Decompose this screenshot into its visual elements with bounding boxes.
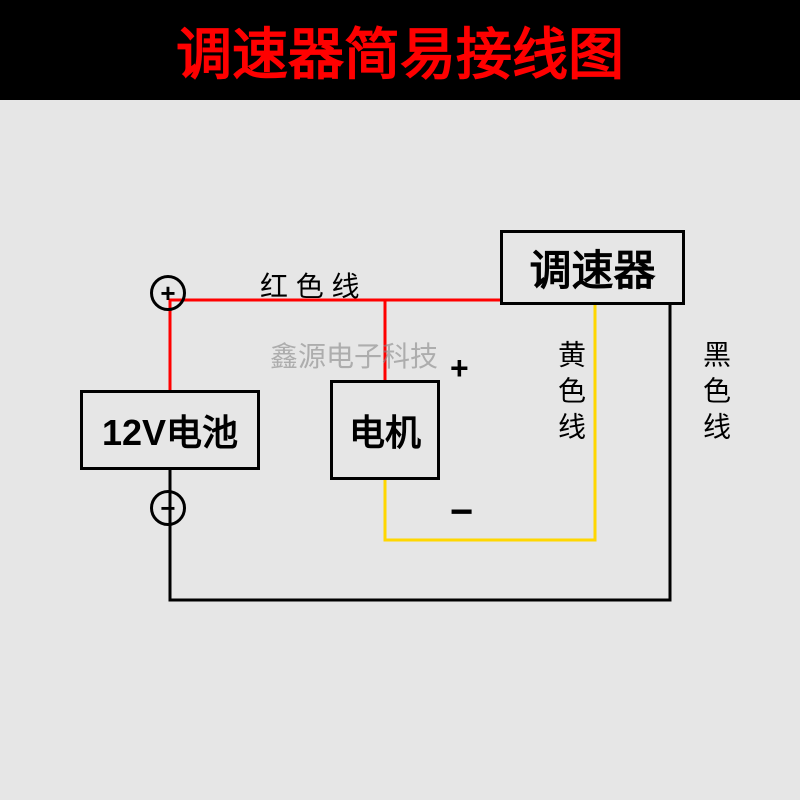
motor-plus-label: + (450, 350, 469, 387)
battery-plus-icon: + (150, 275, 186, 311)
yellow-wire-label: 黄色线 (550, 340, 590, 448)
wiring-diagram: 12V电池 电机 调速器 红 色 线 黄色线 黑色线 + − + − 鑫源电子科… (0, 100, 800, 800)
watermark-text: 鑫源电子科技 (270, 335, 438, 375)
black-wire-label: 黑色线 (695, 340, 735, 448)
red-wire-label: 红 色 线 (260, 265, 360, 305)
controller-box: 调速器 (500, 230, 685, 305)
minus-symbol: − (160, 495, 175, 521)
motor-label: 电机 (349, 404, 421, 456)
battery-minus-icon: − (150, 490, 186, 526)
battery-box: 12V电池 (80, 390, 260, 470)
motor-minus-label: − (450, 490, 473, 535)
page-title: 调速器简易接线图 (176, 10, 624, 91)
plus-symbol: + (160, 280, 175, 306)
battery-label: 12V电池 (102, 404, 238, 456)
header-bar: 调速器简易接线图 (0, 0, 800, 100)
controller-label: 调速器 (529, 237, 655, 298)
motor-box: 电机 (330, 380, 440, 480)
